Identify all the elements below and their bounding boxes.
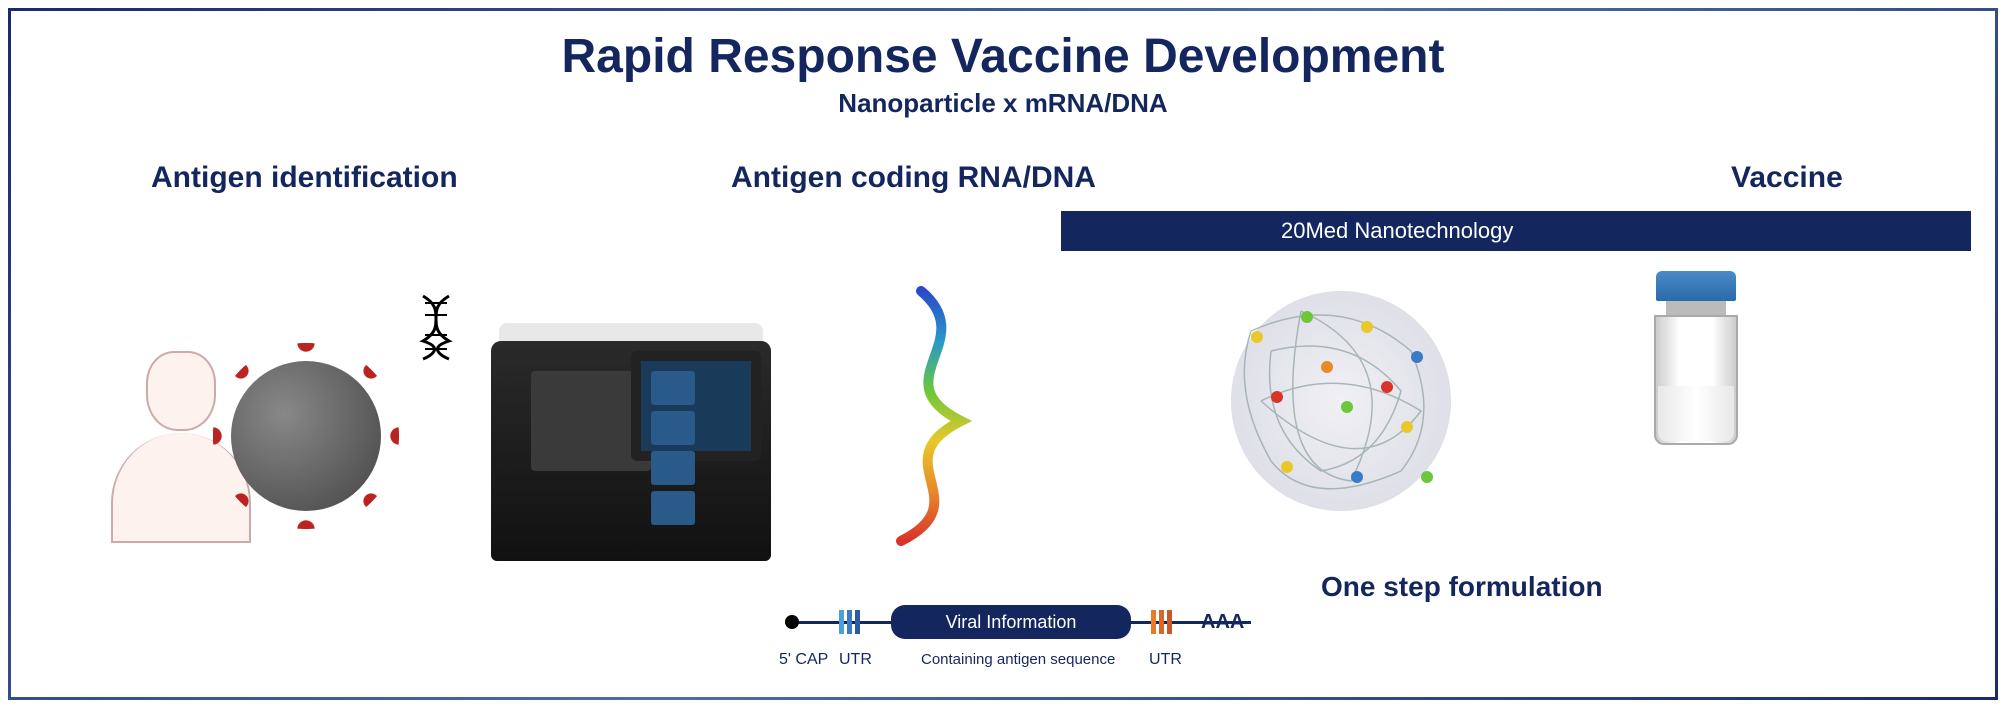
circle-vaccine-vial <box>1651 271 1971 591</box>
cap-label: 5' CAP <box>779 651 828 669</box>
formulation-label: One step formulation <box>1321 571 1603 603</box>
nanoparticle-dot <box>1301 311 1313 323</box>
diagram-frame: Rapid Response Vaccine Development Nanop… <box>8 8 1998 700</box>
utr5-icon <box>839 609 865 635</box>
nanoparticle-dot <box>1281 461 1293 473</box>
cap-icon <box>785 615 799 629</box>
nanoparticle-mesh <box>1211 271 1471 531</box>
person-virus-illustration <box>81 281 401 601</box>
stage-label-antigen-coding: Antigen coding RNA/DNA <box>731 161 1096 195</box>
main-title: Rapid Response Vaccine Development <box>11 29 1995 84</box>
nanoparticle-dot <box>1381 381 1393 393</box>
circle-antigen-identification <box>81 281 401 601</box>
circle-sequencer <box>461 271 801 611</box>
polya-label: AAA <box>1201 611 1244 634</box>
nanoparticle-dot <box>1251 331 1263 343</box>
nanoparticle-dot <box>1271 391 1283 403</box>
circle-rna-strand <box>861 271 1201 611</box>
nanoparticle-dot <box>1421 471 1433 483</box>
nanoparticle-dot <box>1341 401 1353 413</box>
viral-sub-label: Containing antigen sequence <box>921 651 1115 668</box>
utr3-icon <box>1151 609 1177 635</box>
rna-strand-icon <box>861 271 1201 556</box>
nanoparticle-dot <box>1351 471 1363 483</box>
nanoparticle-icon <box>1211 271 1471 531</box>
nanoparticle-dot <box>1401 421 1413 433</box>
rna-construct-diagram: Viral Information AAA 5' CAP UTR Contain… <box>771 611 1271 691</box>
circle-nanoparticle <box>1211 271 1551 611</box>
vaccine-vial-icon <box>1651 271 1741 451</box>
coronavirus-icon <box>231 361 381 511</box>
nanotech-banner: 20Med Nanotechnology <box>1061 211 1971 251</box>
nanoparticle-dot <box>1411 351 1423 363</box>
header: Rapid Response Vaccine Development Nanop… <box>11 11 1995 119</box>
stage-label-antigen-id: Antigen identification <box>151 161 458 195</box>
sequencing-machine-icon <box>451 301 811 581</box>
nanoparticle-dot <box>1321 361 1333 373</box>
subtitle: Nanoparticle x mRNA/DNA <box>11 88 1995 119</box>
utr5-label: UTR <box>839 651 872 669</box>
viral-info-box: Viral Information <box>891 605 1131 639</box>
utr3-label: UTR <box>1149 651 1182 669</box>
nanoparticle-dot <box>1361 321 1373 333</box>
stage-label-vaccine: Vaccine <box>1731 161 1843 195</box>
